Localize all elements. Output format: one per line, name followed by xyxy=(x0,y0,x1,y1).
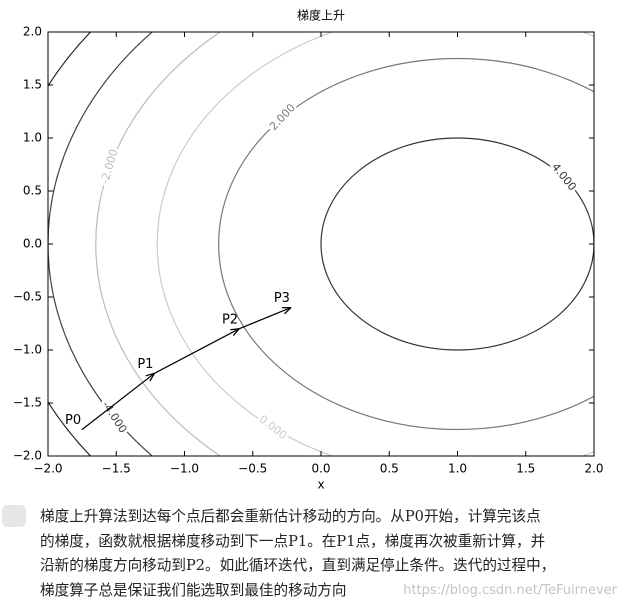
caption-line: 的梯度，函数就根据梯度移动到下一点P1。在P1点，梯度再次被重新计算，并 xyxy=(40,532,546,550)
caption-line: 梯度算子总是保证我们能选取到最佳的移动方向 xyxy=(40,581,347,599)
y-tick-label: −1.0 xyxy=(13,343,42,357)
contour xyxy=(95,32,222,456)
y-tick-label: −2.0 xyxy=(13,449,42,463)
y-tick-label: 1.0 xyxy=(23,131,42,145)
contour xyxy=(218,57,594,431)
step-arrow xyxy=(81,373,154,430)
watermark: https://blog.csdn.net/TeFuirnever xyxy=(403,583,617,598)
point-label: P1 xyxy=(137,357,153,372)
caption-line: 梯度上升算法到达每个点后都会重新估计移动的方向。从P0开始，计算完该点 xyxy=(40,508,541,525)
point-label: P3 xyxy=(274,291,290,306)
x-tick-label: −2.0 xyxy=(33,462,62,476)
point-label: P0 xyxy=(65,413,81,428)
y-tick-label: −0.5 xyxy=(13,290,42,304)
point-label: P2 xyxy=(222,312,238,327)
y-tick-label: −1.5 xyxy=(13,396,42,410)
contour xyxy=(48,32,154,456)
caption-line: 沿新的梯度方向移动到P2。如此循环迭代，直到满足停止条件。迭代的过程中， xyxy=(40,557,556,574)
icon xyxy=(2,505,26,527)
point xyxy=(290,307,292,309)
chart-title: 梯度上升 xyxy=(297,8,345,23)
contour xyxy=(48,32,92,456)
x-tick-label: 0.5 xyxy=(380,462,399,476)
contour xyxy=(320,137,594,351)
y-tick-label: 1.5 xyxy=(23,78,42,92)
contour-label: 2.000 xyxy=(267,101,298,133)
y-tick-label: 0.5 xyxy=(23,184,42,198)
x-tick-label: −1.5 xyxy=(102,462,131,476)
x-axis-label: x xyxy=(317,478,324,492)
contour-label: -2.000 xyxy=(98,148,120,186)
caption: 梯度上升算法到达每个点后都会重新估计移动的方向。从P0开始，计算完该点 的梯度，函… xyxy=(40,505,629,603)
chart: 梯度上升 x −2.0 −1.5 −1.0 −0.5 0.0 0.5 1.0 1.5 2.0 −2… xyxy=(13,8,604,492)
contour xyxy=(156,32,594,456)
x-tick-label: 1.5 xyxy=(516,462,535,476)
x-tick-label: −0.5 xyxy=(238,462,267,476)
contour-label: 4.000 xyxy=(549,161,579,194)
x-tick-label: 1.0 xyxy=(448,462,467,476)
plot-area xyxy=(48,32,594,456)
x-tick-label: 0.0 xyxy=(311,462,330,476)
y-tick-label: 2.0 xyxy=(23,25,42,39)
contour-label: 0.000 xyxy=(257,413,290,443)
y-tick-label: 0.0 xyxy=(23,237,42,251)
x-tick-label: 2.0 xyxy=(584,462,603,476)
step-arrow xyxy=(238,308,291,330)
x-tick-label: −1.0 xyxy=(170,462,199,476)
step-arrow xyxy=(154,329,239,374)
